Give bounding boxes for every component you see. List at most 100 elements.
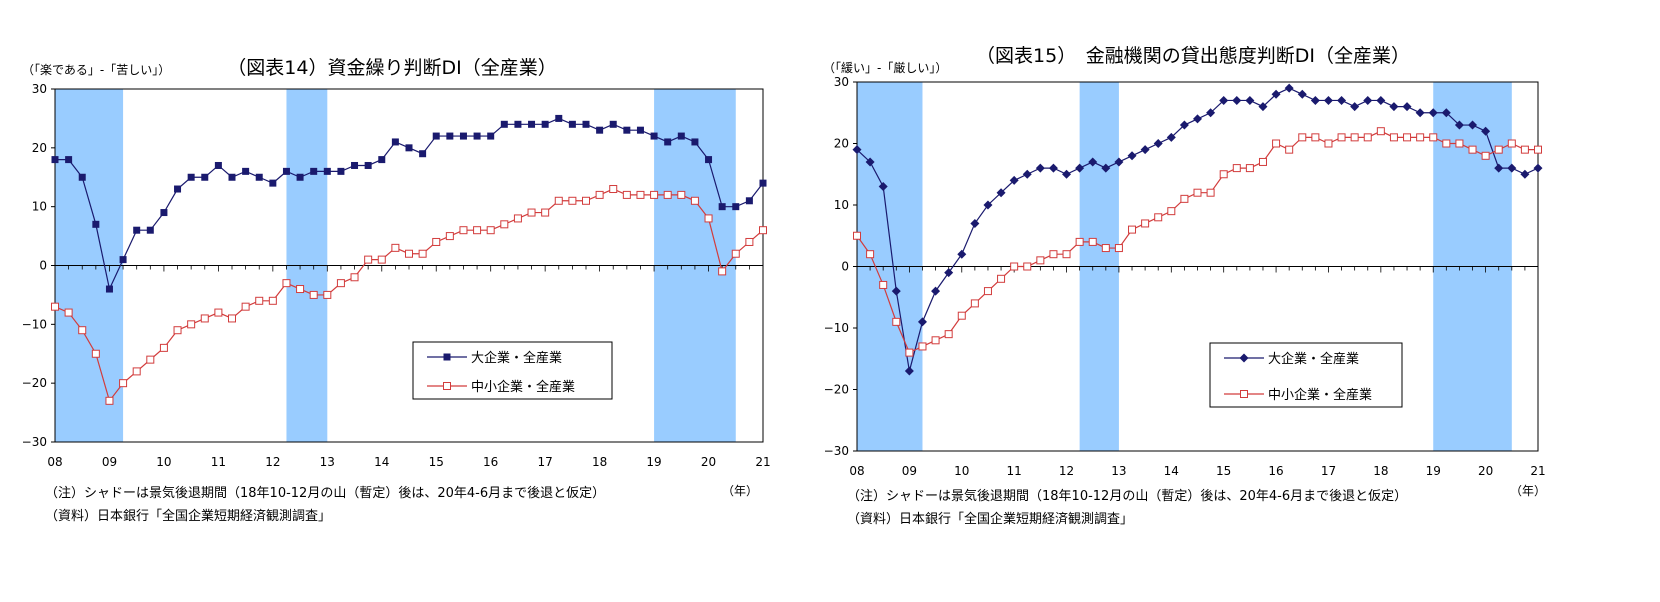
chart-title: （図表15） 金融機関の貸出態度判断DI（全産業） [976,45,1410,67]
data-point [1534,145,1542,154]
data-point [364,255,373,264]
data-point [513,214,522,223]
x-tick-label: 17 [1321,464,1336,478]
x-tick-label: 13 [1111,464,1126,478]
data-point [866,250,875,259]
data-point [1520,169,1530,179]
data-point [732,203,740,211]
data-point [917,317,927,327]
data-point [1101,244,1110,253]
x-tick-label: 21 [755,455,770,469]
data-point [1128,225,1137,234]
data-point [1285,145,1294,154]
data-point [228,173,236,181]
data-point [78,326,87,335]
data-point [541,208,550,217]
data-point [173,326,182,335]
data-point [609,120,617,128]
data-point [636,126,644,134]
x-tick-label: 19 [646,455,661,469]
data-point [704,214,713,223]
x-axis-year-label: （年） [722,484,758,498]
data-point [1376,95,1386,105]
y-tick-label: 30 [834,75,849,89]
data-point [705,156,713,164]
data-point [1311,133,1320,142]
data-point [1088,157,1098,167]
data-point [487,132,495,140]
data-point [690,196,699,205]
data-point [1324,139,1333,148]
data-point [1180,194,1189,203]
data-point [336,279,345,288]
source-note: （資料）日本銀行「全国企業短期経済観測調査」 [45,508,331,524]
data-point [1127,151,1137,161]
data-point [514,120,522,128]
data-point [677,190,686,199]
data-point [892,317,901,326]
data-point [1454,120,1464,130]
data-point [1481,126,1491,136]
data-point [1350,102,1360,112]
data-point [944,330,953,339]
data-point [595,190,604,199]
source-note: （資料）日本銀行「全国企業短期経済観測調査」 [847,511,1133,527]
data-point [918,342,927,351]
x-tick-label: 20 [1478,464,1493,478]
data-point [214,308,223,317]
data-point [296,173,304,181]
data-point [1298,133,1307,142]
data-point [718,267,727,276]
data-point [983,200,993,210]
data-point [228,314,236,323]
data-point [200,314,209,323]
data-point [486,226,495,235]
data-point [1258,102,1268,112]
data-point [1179,120,1189,130]
data-point [418,249,427,258]
x-tick-label: 14 [1164,464,1179,478]
legend-marker [1239,353,1249,363]
data-point [996,188,1006,198]
data-point [1167,207,1176,216]
data-point [582,120,590,128]
y-axis-unit-label: （「楽である」-「苦しい」） [22,63,170,77]
data-point [983,287,992,296]
x-tick-label: 21 [1530,464,1545,478]
data-point [555,114,563,122]
chart-panel-left: 30 20 10 0 −10 −20 −30 08 09 10 11 12 13 14 15 16 17 18 19… [22,57,771,524]
data-point [853,231,861,240]
legend-label: 中小企業・全産業 [471,379,575,395]
data-point [1323,95,1333,105]
data-point [1533,163,1543,173]
data-point [92,220,100,228]
data-point [377,255,386,264]
data-point [931,286,941,296]
x-tick-label: 09 [902,464,917,478]
x-tick-label: 18 [1373,464,1388,478]
data-point [1193,114,1202,124]
data-point [904,366,914,376]
data-point [242,167,250,175]
data-point [1166,132,1176,142]
chart-title: （図表14）資金繰り判断DI（全産業） [227,57,556,79]
data-point [391,138,399,146]
data-point [473,132,481,140]
data-point [65,156,73,164]
data-point [718,203,726,211]
data-point [1428,108,1438,118]
x-tick-label: 10 [954,464,969,478]
data-point [527,208,536,217]
data-point [1402,102,1412,112]
data-point [1363,133,1372,142]
data-point [1049,250,1058,259]
data-point [568,120,576,128]
data-point [1337,95,1347,105]
legend-label: 中小企業・全産業 [1268,387,1372,403]
data-point [64,308,73,317]
data-point [1036,256,1045,265]
data-point [282,279,291,288]
legend-marker [1240,390,1248,398]
data-point [323,167,331,175]
